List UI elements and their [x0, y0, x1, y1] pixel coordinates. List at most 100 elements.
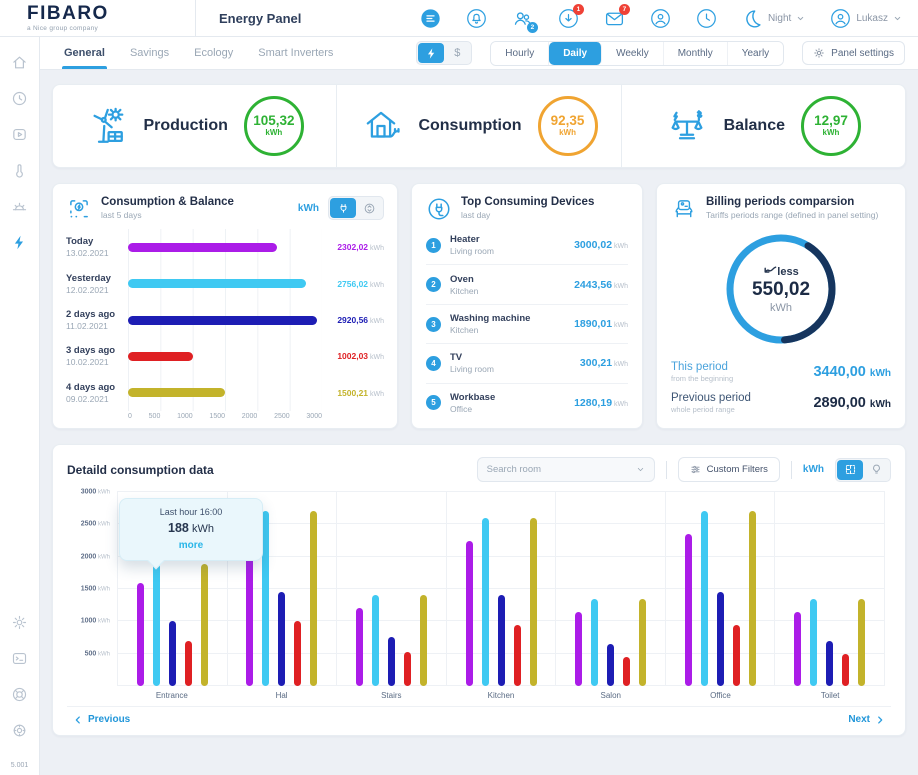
next-button[interactable]: Next [848, 714, 885, 725]
consumption-mode-button[interactable] [330, 198, 356, 218]
bar-day1-kitchen[interactable] [465, 540, 473, 686]
cb-bar[interactable] [128, 279, 307, 289]
bar-day4-kitchen[interactable] [513, 624, 521, 686]
climate-icon[interactable] [11, 162, 28, 179]
bar-day2-entrance[interactable] [152, 563, 160, 686]
kpi-unit: kWh [822, 128, 840, 138]
range-weekly[interactable]: Weekly [602, 41, 664, 65]
bar-group-kitchen [445, 492, 556, 686]
device-value: 300,21 kWh [579, 357, 628, 370]
bar-day3-entrance[interactable] [168, 621, 176, 686]
range-selector: Hourly Daily Weekly Monthly Yearly [490, 40, 785, 66]
bar-day3-stairs[interactable] [387, 636, 395, 686]
bar-day3-toilet[interactable] [826, 640, 834, 686]
history-icon[interactable] [11, 90, 28, 107]
download-icon[interactable]: 1 [558, 3, 584, 29]
bar-day2-salon[interactable] [591, 598, 599, 686]
bar-day1-entrance[interactable] [136, 582, 144, 686]
bar-day3-hal[interactable] [278, 592, 286, 686]
bar-day5-salon[interactable] [639, 598, 647, 686]
previous-button[interactable]: Previous [73, 714, 130, 725]
balance-mode-button[interactable] [356, 198, 382, 218]
card-title: Top Consuming Devices [461, 196, 595, 208]
mail-icon[interactable]: 7 [604, 3, 630, 29]
home-icon[interactable] [11, 54, 28, 71]
bar-day3-salon[interactable] [607, 643, 615, 686]
search-room-select[interactable]: Search room [476, 457, 655, 482]
bar-day4-hal[interactable] [294, 621, 302, 686]
bar-day3-office[interactable] [716, 592, 724, 686]
device-row-washing-machine[interactable]: 3 Washing machine Kitchen 1890,01 kWh [426, 305, 628, 345]
range-yearly[interactable]: Yearly [727, 41, 784, 65]
integrations-icon[interactable] [11, 722, 28, 739]
previous-label: Previous [88, 714, 131, 725]
logo[interactable]: FIBARO a Nice group company [0, 0, 196, 36]
bar-day4-office[interactable] [732, 624, 740, 686]
bar-group-entrance [117, 492, 227, 686]
cb-bar[interactable] [128, 351, 193, 361]
bar-day5-entrance[interactable] [200, 564, 208, 686]
device-name: Oven [450, 273, 474, 285]
bar-day4-entrance[interactable] [184, 640, 192, 686]
night-mode-toggle[interactable]: Night [742, 8, 805, 29]
energy-icon[interactable] [11, 234, 28, 251]
menu-icon[interactable] [420, 8, 441, 29]
bar-day3-kitchen[interactable] [497, 595, 505, 686]
bar-day4-stairs[interactable] [403, 652, 411, 686]
bar-day5-kitchen[interactable] [529, 517, 537, 686]
device-row-tv[interactable]: 4 TV Living room 300,21 kWh [426, 344, 628, 384]
billing-row-value: 2890,00 kWh [813, 395, 891, 411]
bar-day2-hal[interactable] [262, 511, 270, 686]
x-axis-label-stairs: Stairs [381, 691, 402, 700]
range-hourly[interactable]: Hourly [491, 41, 550, 65]
console-icon[interactable] [11, 650, 28, 667]
tab-ecology[interactable]: Ecology [194, 47, 234, 59]
money-unit-button[interactable]: $ [444, 43, 470, 63]
tab-savings[interactable]: Savings [129, 47, 170, 59]
device-row-workbase[interactable]: 5 Workbase Office 1280,19 kWh [426, 384, 628, 422]
bulb-view-button[interactable] [863, 460, 889, 480]
scenes-icon[interactable] [11, 198, 28, 215]
media-icon[interactable] [11, 126, 28, 143]
device-row-oven[interactable]: 2 Oven Kitchen 2443,56 kWh [426, 265, 628, 305]
settings-icon[interactable] [11, 614, 28, 631]
clock-icon[interactable] [696, 8, 717, 29]
bar-day4-toilet[interactable] [842, 653, 850, 686]
energy-unit-button[interactable] [418, 43, 445, 63]
x-axis-label-kitchen: Kitchen [487, 691, 515, 700]
bar-day2-office[interactable] [700, 511, 708, 686]
tab-smart-inverters[interactable]: Smart Inverters [258, 47, 334, 59]
cb-bar[interactable] [128, 315, 317, 325]
custom-filters-button[interactable]: Custom Filters [677, 457, 780, 482]
bar-day2-toilet[interactable] [810, 598, 818, 686]
floorplan-view-button[interactable] [837, 459, 863, 480]
tab-bar: General Savings Ecology Smart Inverters [62, 37, 334, 69]
users-icon[interactable]: 2 [512, 8, 538, 33]
support-icon[interactable] [11, 686, 28, 703]
cb-bar[interactable] [128, 388, 225, 398]
range-daily[interactable]: Daily [549, 41, 603, 65]
profile-icon[interactable] [650, 8, 671, 29]
kpi-card: Production 105,32 kWh Consumption 92,35 … [52, 84, 906, 168]
bar-day2-stairs[interactable] [371, 595, 379, 686]
bar-day1-office[interactable] [684, 534, 692, 686]
cb-bar[interactable] [128, 242, 277, 252]
bar-day5-stairs[interactable] [419, 595, 427, 686]
tooltip-more-link[interactable]: more [178, 540, 204, 551]
alarm-bell-icon[interactable] [466, 8, 487, 29]
bar-day5-office[interactable] [748, 511, 756, 686]
tab-general[interactable]: General [62, 37, 107, 69]
bar-day1-toilet[interactable] [794, 611, 802, 686]
bar-day2-kitchen[interactable] [481, 517, 489, 686]
bar-day5-hal[interactable] [310, 511, 318, 686]
panel-settings-button[interactable]: Panel settings [802, 41, 905, 65]
bar-day1-salon[interactable] [575, 611, 583, 686]
user-menu[interactable]: Lukasz [830, 8, 902, 29]
bar-day5-toilet[interactable] [858, 598, 866, 686]
range-monthly[interactable]: Monthly [663, 41, 728, 65]
device-row-heater[interactable]: 1 Heater Living room 3000,02 kWh [426, 226, 628, 266]
bar-day1-hal[interactable] [246, 534, 254, 686]
bar-day4-salon[interactable] [623, 656, 631, 686]
user-name: Lukasz [856, 12, 888, 24]
bar-day1-stairs[interactable] [355, 608, 363, 686]
